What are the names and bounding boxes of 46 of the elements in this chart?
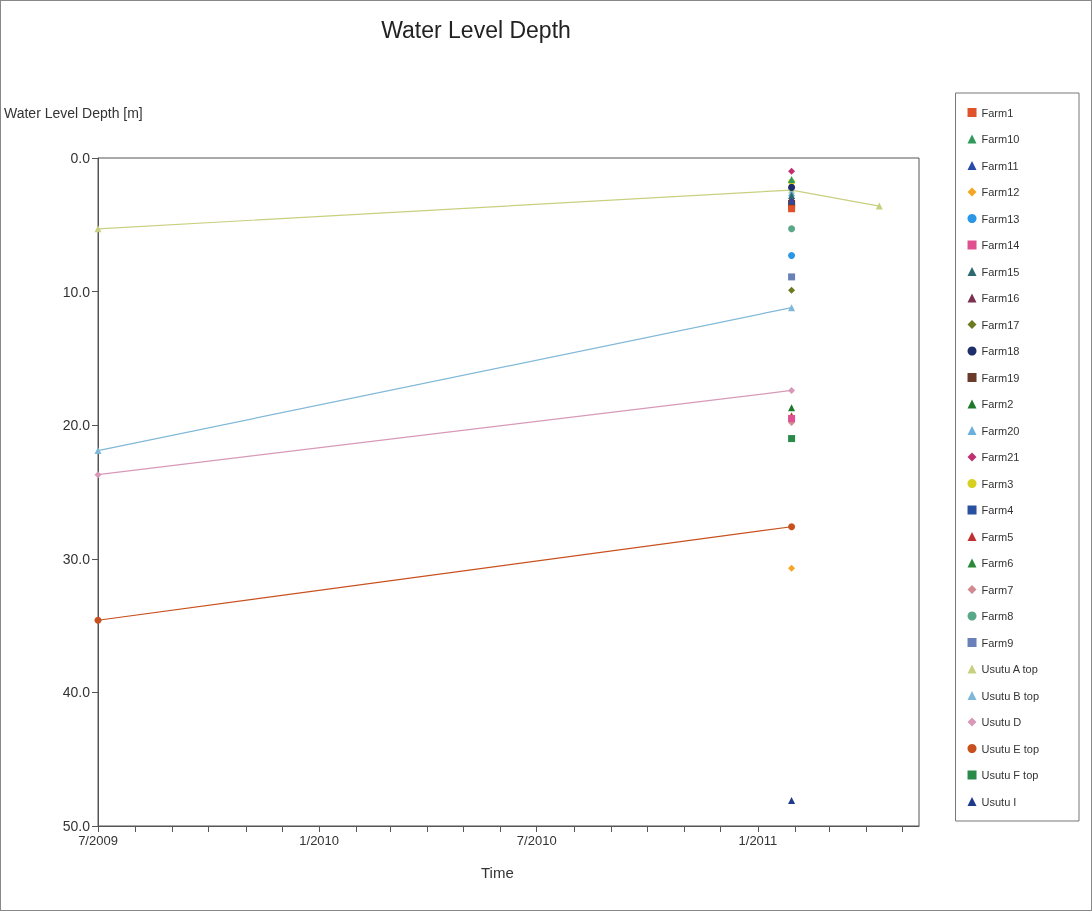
- point: [94, 225, 102, 233]
- point: [788, 523, 796, 531]
- legend-label: Farm6: [981, 557, 1014, 569]
- chart-title: Water Level Depth: [381, 16, 571, 43]
- legend-label: Farm21: [981, 451, 1020, 463]
- legend-label: Farm11: [981, 159, 1019, 172]
- legend-label: Farm8: [981, 610, 1014, 622]
- y-tick-label: 40.0: [62, 684, 91, 701]
- legend-label: Usutu I: [981, 795, 1017, 808]
- x-tick-label: 7/2010: [516, 833, 557, 848]
- legend-label: Usutu B top: [981, 689, 1040, 702]
- y-tick-label: 50.0: [62, 818, 91, 834]
- legend-label: Farm17: [981, 318, 1020, 331]
- legend-label: Farm3: [981, 477, 1014, 490]
- legend-label: Farm4: [981, 504, 1014, 516]
- legend-label: Farm12: [981, 186, 1020, 198]
- point: [875, 202, 883, 210]
- point: [94, 471, 102, 479]
- point: [788, 386, 796, 394]
- y-tick-label: 20.0: [62, 417, 91, 434]
- y-tick-label: 30.0: [62, 550, 91, 567]
- legend-label: Farm9: [981, 636, 1014, 649]
- x-tick-label: 7/2009: [78, 833, 118, 848]
- y-axis-title: Water Level Depth [m]: [4, 105, 143, 121]
- x-axis-title: Time: [481, 864, 514, 881]
- legend-label: Farm13: [981, 212, 1020, 225]
- legend-label: Farm5: [981, 530, 1014, 543]
- point: [94, 616, 102, 624]
- legend-label: Farm18: [981, 345, 1020, 357]
- legend-label: Usutu E top: [981, 742, 1040, 755]
- y-tick-label: 10.0: [62, 283, 91, 300]
- legend-label: Farm16: [981, 292, 1020, 304]
- legend-label: Farm7: [981, 583, 1014, 596]
- x-tick-label: 1/2011: [738, 833, 778, 848]
- legend-label: Farm2: [981, 398, 1014, 410]
- x-tick-label: 1/2010: [299, 833, 340, 848]
- legend-label: Usutu A top: [981, 663, 1038, 675]
- legend-label: Farm1: [981, 106, 1014, 119]
- legend-label: Usutu D: [981, 716, 1022, 728]
- legend-label: Farm19: [981, 371, 1020, 384]
- legend-label: Farm20: [981, 424, 1020, 437]
- legend-label: Farm15: [981, 265, 1020, 278]
- y-tick-label: 0.0: [70, 150, 91, 166]
- legend-label: Farm10: [981, 133, 1020, 145]
- legend-label: Farm14: [981, 239, 1020, 251]
- legend-label: Usutu F top: [981, 769, 1039, 781]
